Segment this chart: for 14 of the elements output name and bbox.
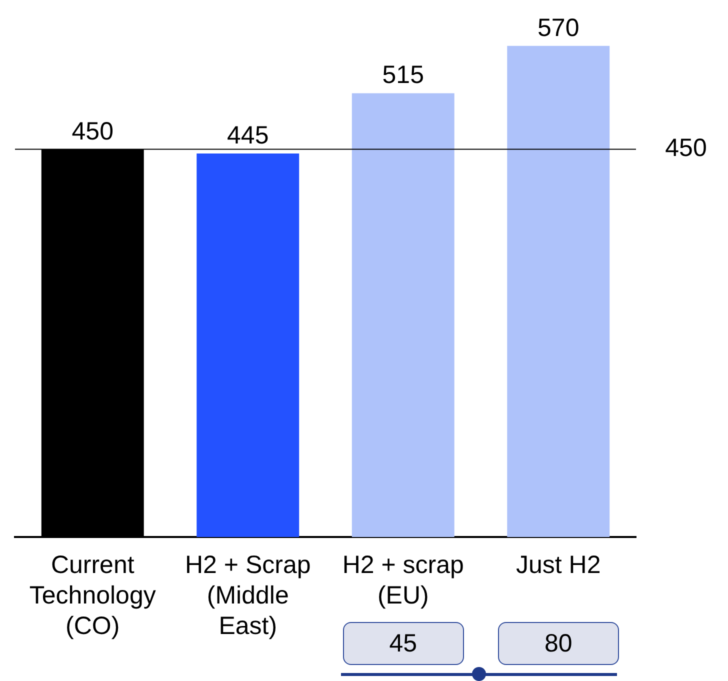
x-tick-label: Just H2 xyxy=(516,551,601,580)
text: 45 xyxy=(389,629,418,658)
x-tick-label: Current Technology (CO) xyxy=(29,551,156,640)
data-label: 445 xyxy=(227,122,269,150)
text: 80 xyxy=(544,629,572,658)
ref-line-label: 450 xyxy=(665,134,707,162)
bar xyxy=(507,46,610,537)
bar xyxy=(196,154,300,537)
data-label: 515 xyxy=(382,61,424,90)
bar xyxy=(352,93,454,537)
data-label: 570 xyxy=(538,14,580,42)
x-tick-label: H2 + Scrap (Middle East) xyxy=(184,551,311,640)
x-tick-label: H2 + scrap (EU) xyxy=(342,551,464,610)
data-label: 450 xyxy=(72,117,114,146)
